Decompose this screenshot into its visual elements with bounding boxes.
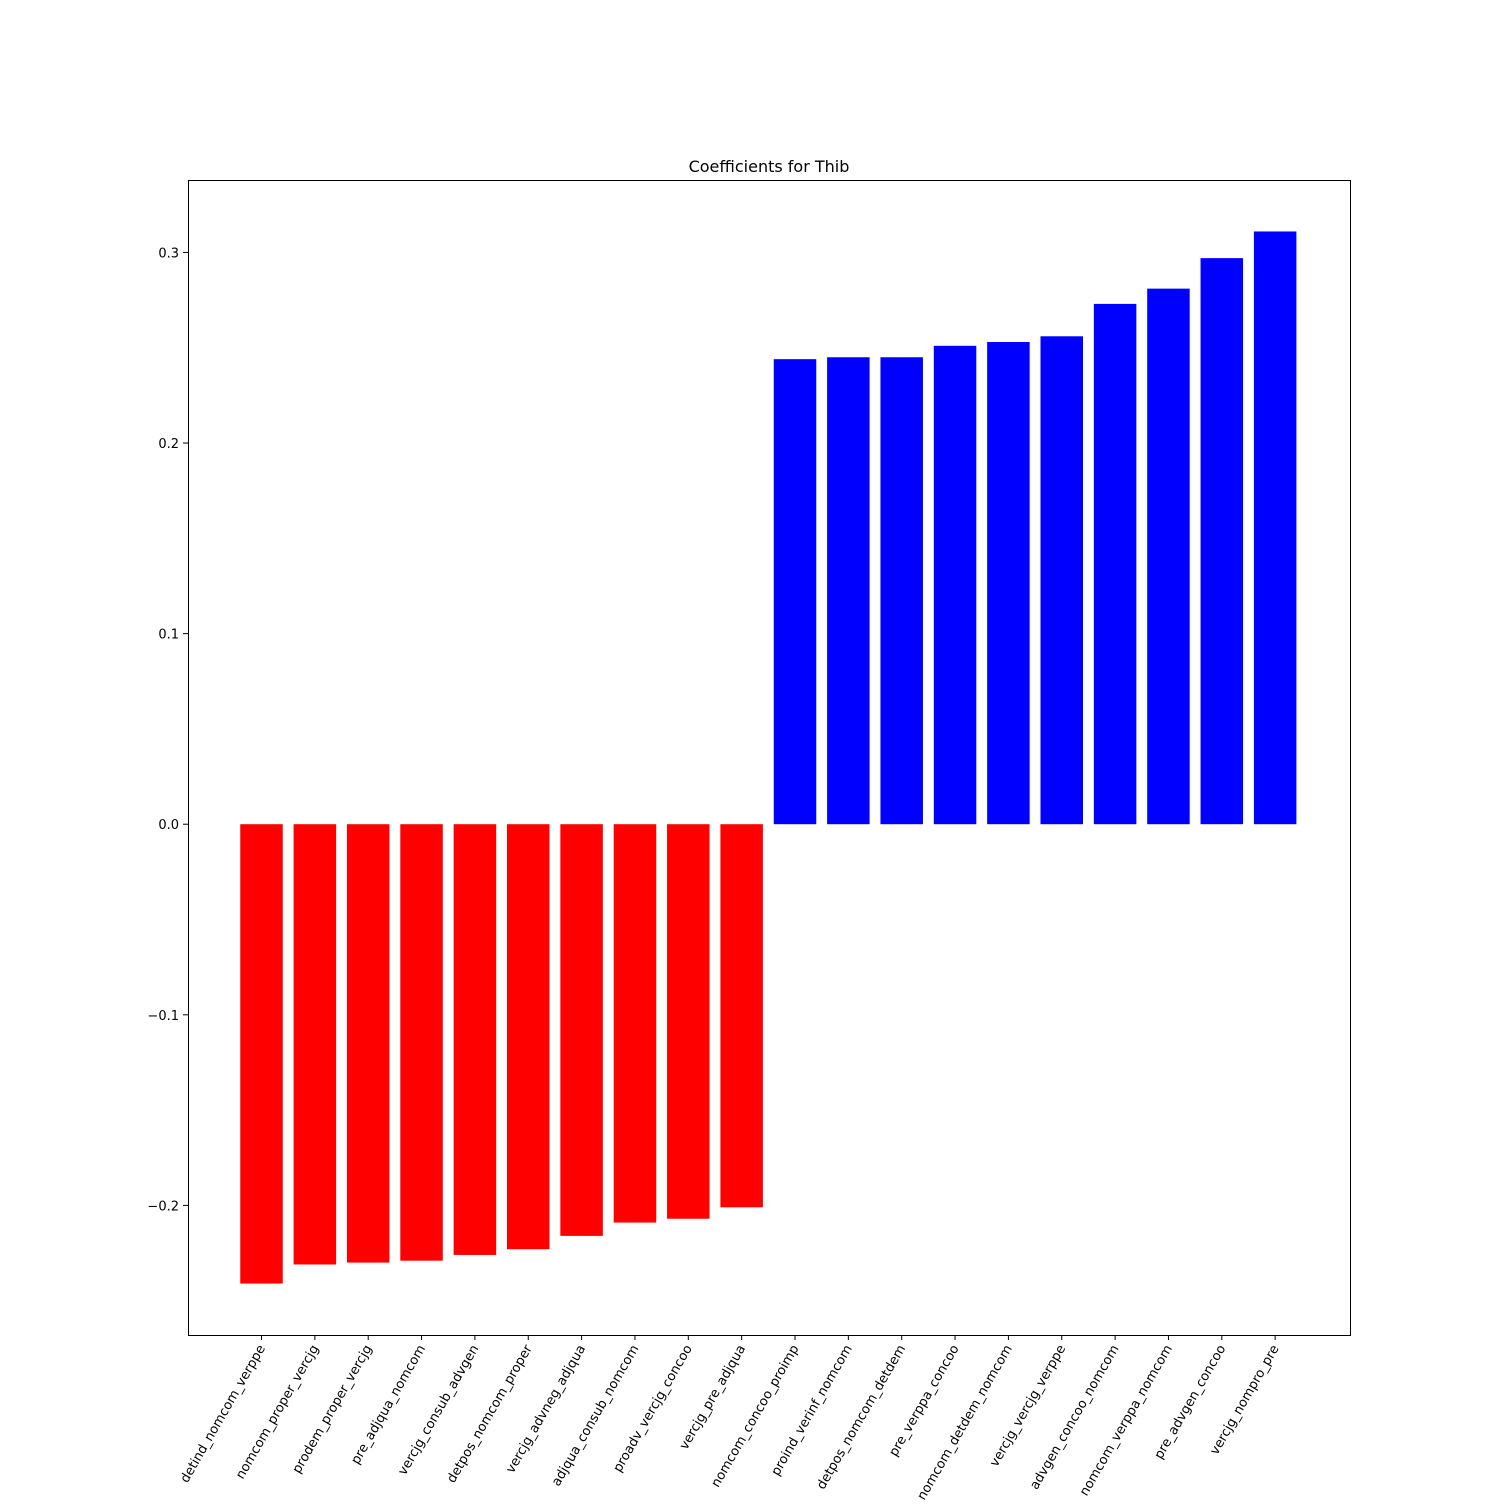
bar-detpos_nomcom_detdem bbox=[880, 357, 923, 825]
y-tick-label: 0.1 bbox=[158, 628, 179, 643]
bar-vercjg_advneg_adjqua bbox=[560, 824, 603, 1236]
bar-vercjg_consub_advgen bbox=[453, 824, 497, 1255]
bar-vercjg_vercjg_verppe bbox=[1040, 336, 1083, 825]
y-tick-label: −0.2 bbox=[147, 1199, 179, 1214]
y-tick-label: 0.2 bbox=[158, 437, 179, 452]
chart-title: Coefficients for Thib bbox=[689, 157, 850, 176]
bar-nomcom_detdem_nomcom bbox=[987, 342, 1030, 825]
bars-group bbox=[240, 231, 1297, 1284]
plot-frame bbox=[188, 180, 1351, 1336]
bar-vercjg_nompro_pre bbox=[1253, 231, 1297, 825]
y-tick-label: 0.0 bbox=[158, 818, 179, 833]
bar-nomcom_concoo_proimp bbox=[773, 359, 817, 825]
bar-proind_verinf_nomcom bbox=[827, 357, 870, 825]
y-axis: −0.2 −0.1 0.0 0.1 0.2 0.3 bbox=[147, 246, 188, 1214]
x-axis: detind_nomcom_verppenomcom_proper_vercjg… bbox=[178, 1335, 1283, 1503]
bar-nomcom_proper_vercjg bbox=[293, 824, 337, 1265]
bar-pre_advgen_concoo bbox=[1200, 258, 1244, 825]
bar-pre_adjqua_nomcom bbox=[400, 824, 443, 1261]
y-tick-label: 0.3 bbox=[158, 246, 179, 261]
bar-proadv_vercjg_concoo bbox=[667, 824, 710, 1219]
bar-nomcom_verppa_nomcom bbox=[1147, 288, 1190, 825]
bar-adjqua_consub_nomcom bbox=[613, 824, 657, 1223]
bar-pre_verppa_concoo bbox=[933, 345, 977, 825]
bar-prodem_proper_vercjg bbox=[346, 824, 390, 1263]
bar-detpos_nomcom_proper bbox=[507, 824, 550, 1250]
x-tick-label: nomcom_verppa_nomcom bbox=[1077, 1343, 1176, 1499]
x-tick-label: detpos_nomcom_detdem bbox=[814, 1343, 909, 1493]
x-tick-label: nomcom_detdem_nomcom bbox=[915, 1343, 1016, 1501]
bar-advgen_concoo_nomcom bbox=[1093, 303, 1137, 825]
x-tick-label: advgen_concoo_nomcom bbox=[1027, 1343, 1122, 1493]
y-tick-label: −0.1 bbox=[147, 1009, 179, 1024]
bar-vercjg_pre_adjqua bbox=[720, 824, 763, 1208]
bar-detind_nomcom_verppe bbox=[240, 824, 283, 1284]
